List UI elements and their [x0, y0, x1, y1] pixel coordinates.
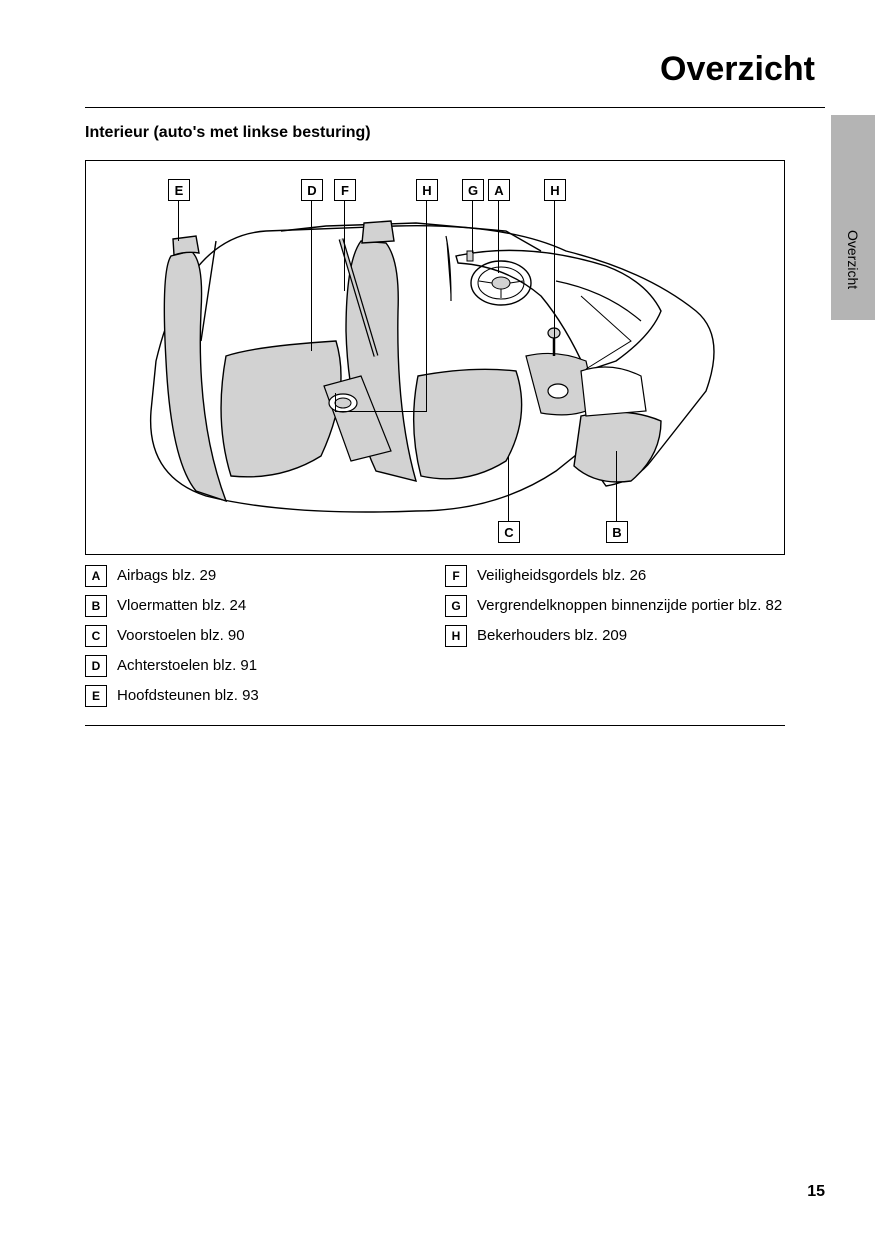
- callout-B: B: [606, 521, 628, 543]
- legend-col-right: F Veiligheidsgordels blz. 26 G Vergrende…: [445, 565, 785, 715]
- leader-B: [616, 451, 617, 521]
- legend-letter-D: D: [85, 655, 107, 677]
- callout-E: E: [168, 179, 190, 201]
- callout-G: G: [462, 179, 484, 201]
- legend-text-A: Airbags blz. 29: [117, 565, 216, 586]
- callout-H-2: H: [544, 179, 566, 201]
- page-title: Overzicht: [85, 50, 825, 89]
- leader-A: [498, 201, 499, 273]
- legend-row-C: C Voorstoelen blz. 90: [85, 625, 425, 647]
- legend-row-F: F Veiligheidsgordels blz. 26: [445, 565, 785, 587]
- leader-E: [178, 201, 179, 241]
- legend: A Airbags blz. 29 B Vloermatten blz. 24 …: [85, 565, 785, 715]
- leader-H2: [554, 201, 555, 341]
- legend-letter-H: H: [445, 625, 467, 647]
- leader-H1-up: [335, 393, 336, 411]
- leader-H1-h: [335, 411, 427, 412]
- legend-row-A: A Airbags blz. 29: [85, 565, 425, 587]
- divider-top: [85, 107, 825, 108]
- legend-letter-F: F: [445, 565, 467, 587]
- legend-text-F: Veiligheidsgordels blz. 26: [477, 565, 646, 586]
- divider-bottom: [85, 725, 785, 726]
- legend-letter-B: B: [85, 595, 107, 617]
- callout-C: C: [498, 521, 520, 543]
- leader-D: [311, 201, 312, 351]
- legend-text-B: Vloermatten blz. 24: [117, 595, 246, 616]
- interior-diagram: E D F H G A H C B: [85, 160, 785, 555]
- legend-letter-G: G: [445, 595, 467, 617]
- legend-text-H: Bekerhouders blz. 209: [477, 625, 627, 646]
- side-tab-label: Overzicht: [845, 230, 861, 289]
- callout-D: D: [301, 179, 323, 201]
- section-heading: Interieur (auto's met linkse besturing): [85, 124, 825, 142]
- legend-text-E: Hoofdsteunen blz. 93: [117, 685, 259, 706]
- callout-A: A: [488, 179, 510, 201]
- car-interior-svg: [86, 161, 785, 555]
- legend-row-H: H Bekerhouders blz. 209: [445, 625, 785, 647]
- callout-F: F: [334, 179, 356, 201]
- legend-text-D: Achterstoelen blz. 91: [117, 655, 257, 676]
- page-number: 15: [807, 1183, 825, 1201]
- legend-letter-E: E: [85, 685, 107, 707]
- leader-F: [344, 201, 345, 291]
- legend-col-left: A Airbags blz. 29 B Vloermatten blz. 24 …: [85, 565, 425, 715]
- legend-row-G: G Vergrendelknoppen binnenzijde portier …: [445, 595, 785, 617]
- legend-row-B: B Vloermatten blz. 24: [85, 595, 425, 617]
- leader-G: [472, 201, 473, 253]
- legend-text-G: Vergrendelknoppen binnenzijde portier bl…: [477, 595, 782, 616]
- side-tab: [831, 115, 875, 320]
- legend-text-C: Voorstoelen blz. 90: [117, 625, 245, 646]
- leader-H1-v: [426, 201, 427, 411]
- legend-letter-C: C: [85, 625, 107, 647]
- legend-row-D: D Achterstoelen blz. 91: [85, 655, 425, 677]
- leader-C: [508, 456, 509, 521]
- legend-row-E: E Hoofdsteunen blz. 93: [85, 685, 425, 707]
- callout-H-1: H: [416, 179, 438, 201]
- legend-letter-A: A: [85, 565, 107, 587]
